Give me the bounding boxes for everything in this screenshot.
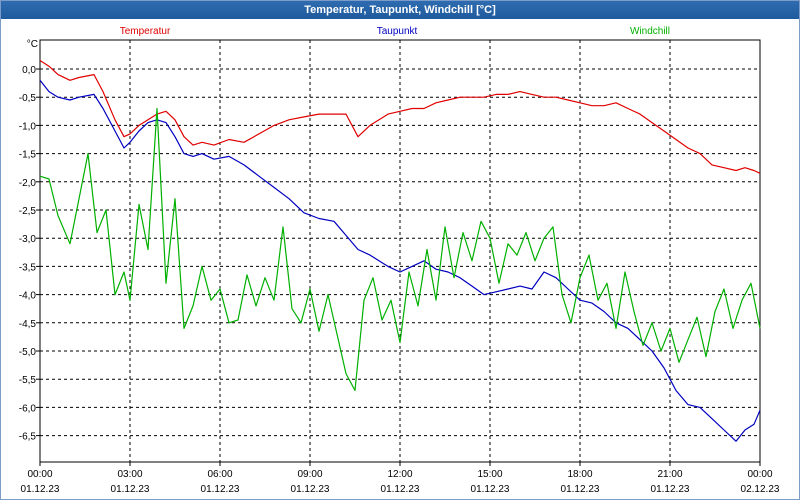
series-line-temperatur	[39, 59, 761, 174]
y-tick-label: -1,0	[19, 121, 37, 132]
y-tick-label: 0,0	[22, 65, 36, 76]
x-tick-date-label: 01.12.23	[561, 484, 600, 495]
legend-entry-temperatur: Temperatur	[120, 26, 171, 37]
x-tick-time-label: 06:00	[207, 469, 232, 480]
x-tick-date-label: 01.12.23	[471, 484, 510, 495]
x-tick-time-label: 12:00	[387, 469, 412, 480]
y-tick-label: -5,5	[19, 375, 37, 386]
x-tick-date-label: 02.12.23	[741, 484, 780, 495]
y-tick-label: -0,5	[19, 93, 37, 104]
y-tick-label: -4,0	[19, 291, 37, 302]
y-tick-label: -6,5	[19, 432, 37, 443]
series-line-taupunkt	[39, 79, 761, 442]
x-tick-time-label: 03:00	[117, 469, 142, 480]
x-tick-date-label: 01.12.23	[291, 484, 330, 495]
x-tick-time-label: 21:00	[657, 469, 682, 480]
x-tick-time-label: 00:00	[747, 469, 772, 480]
x-tick-time-label: 18:00	[567, 469, 592, 480]
x-tick-date-label: 01.12.23	[381, 484, 420, 495]
y-tick-label: -1,5	[19, 150, 37, 161]
y-tick-label: -6,0	[19, 403, 37, 414]
x-tick-time-label: 00:00	[27, 469, 52, 480]
y-tick-label: -2,5	[19, 206, 37, 217]
x-tick-date-label: 01.12.23	[201, 484, 240, 495]
legend-entry-windchill: Windchill	[630, 26, 670, 37]
y-tick-label: -2,0	[19, 178, 37, 189]
y-tick-label: -3,0	[19, 234, 37, 245]
series-line-windchill	[39, 107, 761, 392]
y-axis-label: °C	[27, 39, 38, 50]
y-tick-label: -5,0	[19, 347, 37, 358]
x-tick-time-label: 09:00	[297, 469, 322, 480]
x-tick-date-label: 01.12.23	[111, 484, 150, 495]
x-tick-date-label: 01.12.23	[651, 484, 690, 495]
y-tick-label: -3,5	[19, 262, 37, 273]
y-tick-label: -4,5	[19, 319, 37, 330]
window-title: Temperatur, Taupunkt, Windchill [°C]	[1, 1, 799, 19]
x-tick-date-label: 01.12.23	[21, 484, 60, 495]
x-tick-time-label: 15:00	[477, 469, 502, 480]
legend-entry-taupunkt: Taupunkt	[377, 26, 418, 37]
